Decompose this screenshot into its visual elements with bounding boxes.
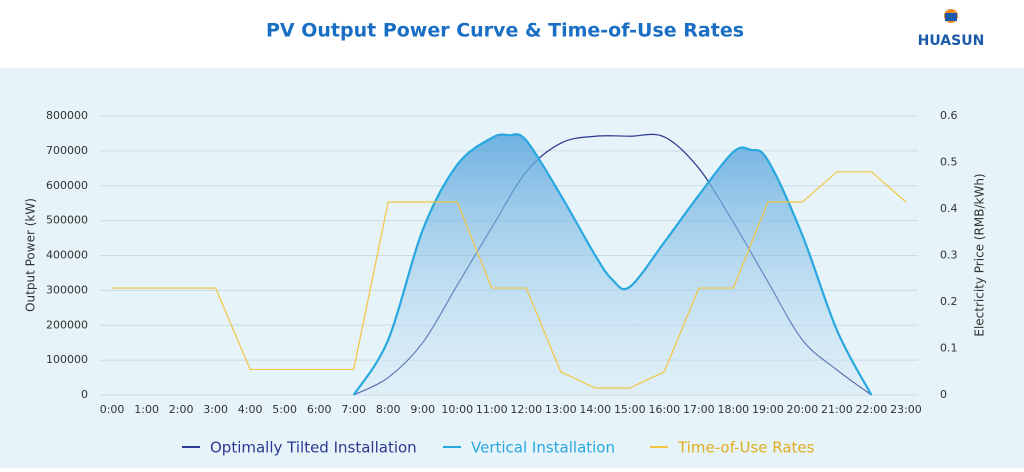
- x-tick-label: 11:00: [476, 403, 508, 416]
- x-tick-label: 2:00: [169, 403, 194, 416]
- x-tick-label: 14:00: [579, 403, 611, 416]
- y2-tick-label: 0: [940, 388, 947, 401]
- y2-axis-title: Electricity Price (RMB/kWh): [973, 173, 987, 336]
- x-tick-label: 10:00: [441, 403, 473, 416]
- area: [353, 134, 872, 395]
- x-tick-label: 19:00: [752, 403, 784, 416]
- logo-icon: [944, 9, 958, 23]
- x-tick-label: 18:00: [717, 403, 749, 416]
- x-tick-label: 17:00: [683, 403, 715, 416]
- y2-tick-label: 0.3: [940, 249, 958, 262]
- x-tick-label: 22:00: [856, 403, 888, 416]
- logo-text: HUASUN: [918, 33, 985, 49]
- y2-tick-label: 0.5: [940, 156, 958, 169]
- x-tick-label: 5:00: [272, 403, 297, 416]
- y-tick-label: 500000: [46, 214, 88, 227]
- x-tick-label: 13:00: [545, 403, 577, 416]
- x-tick-label: 9:00: [410, 403, 435, 416]
- y-tick-label: 700000: [46, 144, 88, 157]
- x-tick-label: 4:00: [238, 403, 263, 416]
- line: [112, 171, 907, 389]
- x-tick-label: 3:00: [203, 403, 228, 416]
- y2-tick-label: 0.1: [940, 342, 958, 355]
- x-tick-label: 15:00: [614, 403, 646, 416]
- line: [352, 133, 873, 396]
- x-tick-label: 21:00: [821, 403, 853, 416]
- y-tick-label: 400000: [46, 249, 88, 262]
- y2-tick-label: 0.2: [940, 295, 958, 308]
- x-tick-label: 7:00: [341, 403, 366, 416]
- y-tick-label: 100000: [46, 353, 88, 366]
- legend-label: Vertical Installation: [471, 439, 615, 457]
- x-tick-label: 1:00: [134, 403, 159, 416]
- x-tick-label: 6:00: [307, 403, 332, 416]
- y-tick-label: 800000: [46, 109, 88, 122]
- x-tick-label: 20:00: [787, 403, 819, 416]
- x-tick-label: 8:00: [376, 403, 401, 416]
- y-tick-label: 300000: [46, 283, 88, 296]
- legend-label: Time-of-Use Rates: [677, 439, 815, 457]
- y-tick-label: 0: [81, 388, 88, 401]
- x-tick-label: 12:00: [510, 403, 542, 416]
- x-tick-label: 16:00: [648, 403, 680, 416]
- y-tick-label: 600000: [46, 179, 88, 192]
- x-tick-label: 0:00: [100, 403, 125, 416]
- chart-title: PV Output Power Curve & Time-of-Use Rate…: [266, 20, 744, 42]
- x-tick-label: 23:00: [890, 403, 922, 416]
- y-tick-label: 200000: [46, 318, 88, 331]
- legend-label: Optimally Tilted Installation: [210, 439, 417, 457]
- y-axis-title: Output Power (kW): [24, 198, 38, 312]
- y2-tick-label: 0.4: [940, 202, 958, 215]
- y2-tick-label: 0.6: [940, 109, 958, 122]
